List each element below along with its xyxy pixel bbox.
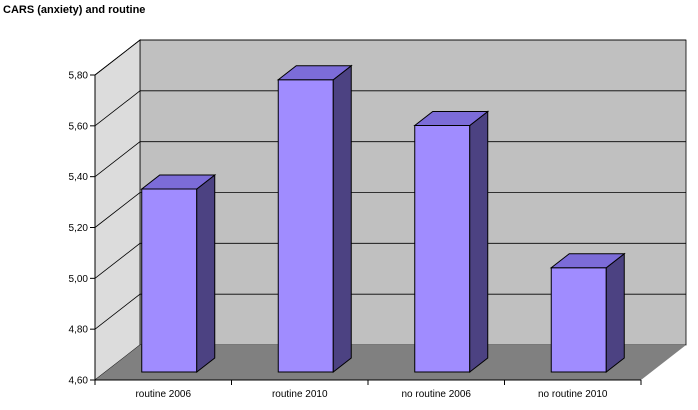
bar-front — [277, 79, 334, 373]
y-tick-label: 4,80 — [69, 325, 89, 336]
y-tick-label: 5,60 — [69, 121, 89, 132]
x-tick-label: no routine 2010 — [538, 389, 608, 400]
bar-side — [332, 64, 352, 374]
bar-front — [550, 267, 607, 373]
gridline — [94, 90, 686, 127]
bar — [140, 173, 217, 374]
bar-top — [276, 65, 353, 81]
x-tick-label: routine 2010 — [272, 389, 328, 400]
x-tick-label: routine 2006 — [135, 389, 191, 400]
bar-front — [414, 124, 471, 373]
gridline — [94, 192, 686, 228]
y-axis-ticks: 4,60 4,80 5,00 5,20 5,40 5,60 5,80 — [69, 71, 95, 387]
bar-top — [140, 174, 217, 190]
bar-side — [605, 252, 625, 374]
bar — [276, 64, 353, 374]
x-tick-label: no routine 2006 — [401, 389, 471, 400]
bar-front — [141, 188, 198, 373]
chart-title: CARS (anxiety) and routine — [3, 4, 146, 16]
y-tick-label: 5,00 — [69, 274, 89, 285]
bar — [549, 252, 626, 374]
gridlines — [94, 39, 686, 330]
gridline — [94, 242, 686, 279]
floor — [95, 345, 686, 380]
gridline — [94, 141, 686, 177]
gridline — [94, 293, 686, 330]
y-tick-label: 5,80 — [69, 71, 89, 82]
y-tick-label: 5,40 — [69, 172, 89, 183]
bar — [413, 110, 490, 374]
bar-side — [469, 110, 489, 374]
gridline — [94, 39, 686, 76]
bars — [140, 64, 626, 374]
bar-top — [413, 110, 490, 126]
y-tick-label: 5,20 — [69, 223, 89, 234]
bar-top — [549, 253, 626, 269]
bar-side — [196, 173, 216, 374]
y-tick-label: 4,60 — [69, 376, 89, 387]
x-axis-ticks: routine 2006 routine 2010 no routine 2006 n… — [94, 380, 642, 400]
